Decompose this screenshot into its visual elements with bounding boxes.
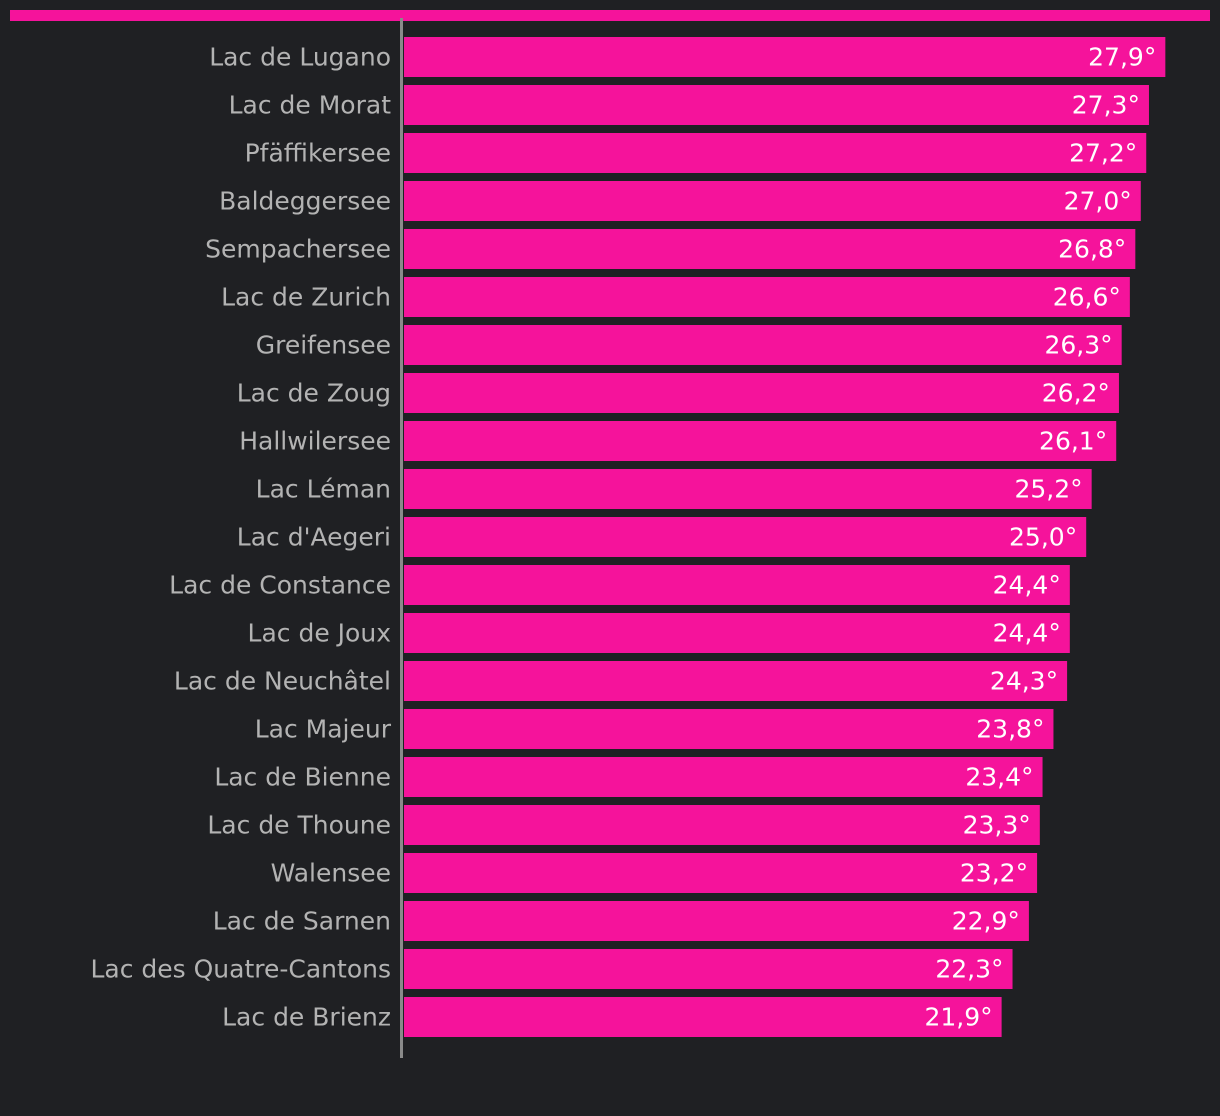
category-label: Walensee [271,859,391,888]
bar [404,181,1141,221]
category-label: Lac de Constance [169,571,391,600]
category-label: Greifensee [256,331,391,360]
value-label: 27,0° [1064,187,1132,216]
category-label: Baldeggersee [219,187,391,216]
bar [404,229,1136,269]
category-label: Lac de Joux [248,619,391,648]
bar [404,805,1040,845]
bar [404,661,1068,701]
bar [404,277,1130,317]
value-label: 21,9° [924,1003,992,1032]
bar [404,517,1087,557]
category-label: Sempachersee [205,235,391,264]
bar [404,325,1122,365]
value-label: 26,6° [1053,283,1121,312]
bar [404,85,1149,125]
category-label: Lac de Morat [229,91,392,120]
category-label: Lac de Bienne [214,763,391,792]
value-label: 24,3° [990,667,1058,696]
bars-layer [404,37,1166,1037]
bar [404,853,1038,893]
bar [404,613,1070,653]
bar [404,997,1002,1037]
value-label: 22,9° [952,907,1020,936]
value-label: 26,1° [1039,427,1107,456]
category-label: Pfäffikersee [245,139,391,168]
bar [404,421,1117,461]
category-label: Lac de Lugano [209,43,391,72]
value-label: 25,0° [1009,523,1077,552]
top-accent-band [10,10,1210,21]
bar [404,757,1043,797]
value-label: 23,2° [960,859,1028,888]
value-label: 22,3° [935,955,1003,984]
value-label: 27,3° [1072,91,1140,120]
category-label: Lac de Brienz [222,1003,391,1032]
category-label: Hallwilersee [239,427,391,456]
category-label: Lac des Quatre-Cantons [90,955,391,984]
bar [404,949,1013,989]
bar [404,565,1070,605]
value-label: 24,4° [993,619,1061,648]
category-label: Lac de Zurich [221,283,391,312]
category-label: Lac de Sarnen [213,907,391,936]
category-label: Lac de Thoune [207,811,391,840]
category-label: Lac de Neuchâtel [174,667,391,696]
value-label: 25,2° [1014,475,1082,504]
category-label: Lac Majeur [255,715,392,744]
category-labels-layer: Lac de Lugano Lac de Morat Pfäffikersee Bal… [90,43,391,1032]
bar [404,37,1166,77]
category-label: Lac d'Aegeri [237,523,391,552]
bar [404,901,1029,941]
value-label: 27,2° [1069,139,1137,168]
value-label: 26,2° [1042,379,1110,408]
value-label: 24,4° [993,571,1061,600]
value-labels-layer: 27,9° 27,3° 27,2° 27,0° 26,8° 26,6° 26,3° 26,2°… [924,43,1156,1032]
value-label: 27,9° [1088,43,1156,72]
category-label: Lac Léman [256,475,391,504]
value-label: 23,4° [965,763,1033,792]
value-label: 26,8° [1058,235,1126,264]
value-label: 23,3° [963,811,1031,840]
value-label: 23,8° [976,715,1044,744]
bar [404,469,1092,509]
category-label: Lac de Zoug [237,379,391,408]
bar [404,709,1054,749]
value-label: 26,3° [1045,331,1113,360]
bar [404,133,1147,173]
bar [404,373,1119,413]
